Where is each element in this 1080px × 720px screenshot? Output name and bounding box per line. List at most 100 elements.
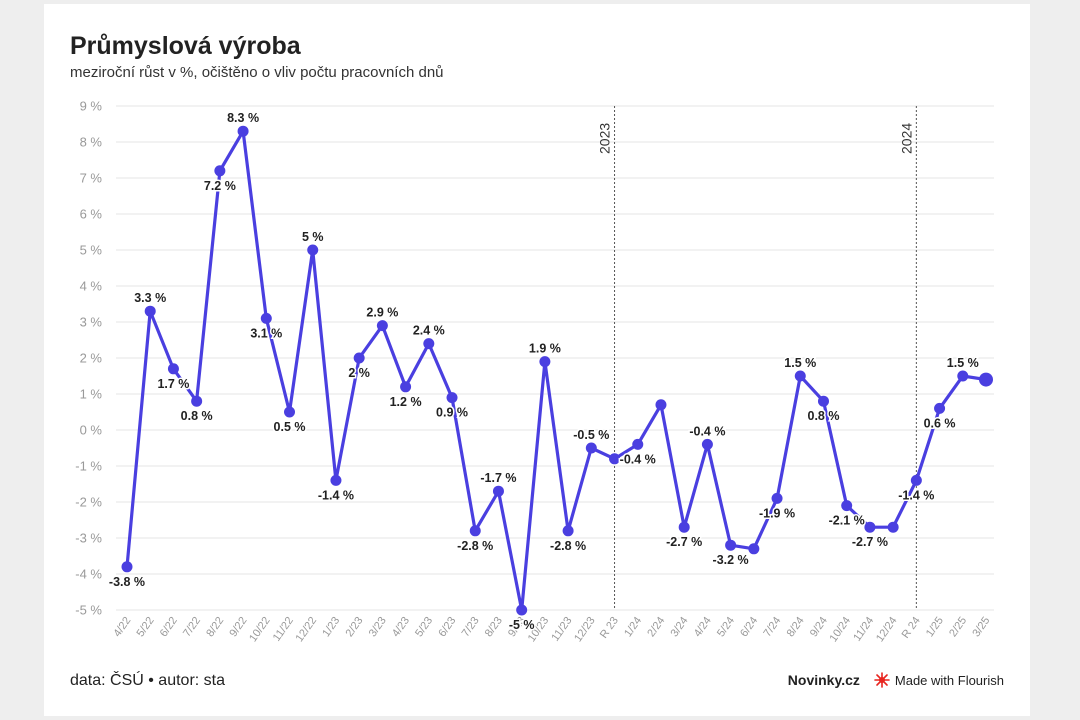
data-point[interactable] <box>144 305 156 317</box>
data-point[interactable] <box>191 395 203 407</box>
x-tick-label: 4/24 <box>692 615 714 639</box>
x-tick-label: 12/22 <box>294 615 320 644</box>
data-point[interactable] <box>817 395 829 407</box>
x-tick-label: 8/24 <box>785 615 807 639</box>
y-tick-label: -4 % <box>75 567 102 582</box>
x-tick-label: R 24 <box>900 615 923 641</box>
x-tick-label: 3/25 <box>970 615 992 639</box>
data-label: 1.2 % <box>390 395 422 409</box>
data-point[interactable] <box>678 521 690 533</box>
y-tick-label: 3 % <box>80 315 103 330</box>
x-tick-label: 7/24 <box>761 615 783 639</box>
data-point[interactable] <box>609 453 621 465</box>
x-tick-label: 12/24 <box>874 615 900 644</box>
data-point[interactable] <box>887 521 899 533</box>
data-label: -5 % <box>509 618 535 632</box>
data-point[interactable] <box>957 370 969 382</box>
data-label: -2.7 % <box>666 535 702 549</box>
data-label: -2.8 % <box>550 539 586 553</box>
y-tick-label: -1 % <box>75 459 102 474</box>
footer-branding: Novinky.cz Made with Flourish <box>788 672 1004 688</box>
data-label: 0.8 % <box>808 409 840 423</box>
data-point[interactable] <box>585 442 597 454</box>
data-labels: -3.8 % 3.3 % 1.7 % 0.8 % 7.2 % 8.3 % 3.1 % 0.5 … <box>107 110 980 634</box>
data-point[interactable] <box>701 438 713 450</box>
data-point[interactable] <box>423 338 435 350</box>
y-tick-label: 1 % <box>80 387 103 402</box>
y-tick-label: 4 % <box>80 279 103 294</box>
x-tick-label: 2/23 <box>344 615 366 639</box>
y-tick-label: 6 % <box>80 207 103 222</box>
data-point[interactable] <box>284 406 296 418</box>
y-tick-label: 0 % <box>80 423 103 438</box>
y-tick-label: -2 % <box>75 495 102 510</box>
data-label: 0.9 % <box>436 406 468 420</box>
x-tick-label: 1/24 <box>622 615 644 639</box>
data-label: 2.4 % <box>413 324 445 338</box>
data-point[interactable] <box>121 561 133 573</box>
data-point[interactable] <box>167 363 179 375</box>
x-tick-label: 2/25 <box>947 615 969 639</box>
data-point[interactable] <box>446 392 458 404</box>
y-tick-label: 2 % <box>80 351 103 366</box>
data-point[interactable] <box>353 352 365 364</box>
data-point[interactable] <box>934 402 946 414</box>
data-label: 0.6 % <box>924 416 956 430</box>
y-tick-label: 5 % <box>80 243 103 258</box>
data-point[interactable] <box>307 244 319 256</box>
x-tick-label: 10/24 <box>828 615 854 644</box>
data-point[interactable] <box>214 165 226 177</box>
brand-logo[interactable]: Novinky.cz <box>787 672 860 688</box>
x-tick-label: 6/24 <box>738 615 760 639</box>
data-point[interactable] <box>492 485 504 497</box>
data-point[interactable] <box>469 525 481 537</box>
data-point[interactable] <box>655 399 667 411</box>
data-point[interactable] <box>725 539 737 551</box>
flourish-credit[interactable]: Made with Flourish <box>874 672 1004 688</box>
y-tick-label: 8 % <box>80 135 103 150</box>
x-tick-label: 4/22 <box>111 615 133 639</box>
x-tick-label: 8/22 <box>204 615 226 639</box>
data-point[interactable] <box>841 500 853 512</box>
data-point[interactable] <box>794 370 806 382</box>
data-point[interactable] <box>748 543 760 555</box>
data-point[interactable] <box>237 125 249 137</box>
data-label: 1.7 % <box>157 377 189 391</box>
data-point[interactable] <box>539 356 551 368</box>
y-tick-label: 9 % <box>80 99 103 114</box>
data-point[interactable] <box>260 312 272 324</box>
data-label: 1.9 % <box>529 342 561 356</box>
x-tick-label: 9/22 <box>227 615 249 639</box>
series-line <box>125 129 987 612</box>
x-tick-label: 8/23 <box>483 615 505 639</box>
flourish-icon <box>874 672 890 688</box>
data-point[interactable] <box>771 492 783 504</box>
data-label: -0.5 % <box>573 428 609 442</box>
data-point[interactable] <box>516 604 528 616</box>
data-point[interactable] <box>376 320 388 332</box>
data-point[interactable] <box>330 474 342 486</box>
data-label: 1.5 % <box>947 356 979 370</box>
x-tick-label: 11/22 <box>271 615 296 644</box>
data-point[interactable] <box>979 372 993 387</box>
source-note: data: ČSÚ • autor: sta <box>70 672 226 689</box>
data-point[interactable] <box>632 438 644 450</box>
flourish-label: Made with Flourish <box>894 672 1004 688</box>
data-label: 1.5 % <box>784 356 816 370</box>
data-point[interactable] <box>864 521 876 533</box>
x-tick-label: 7/22 <box>181 615 203 639</box>
data-point[interactable] <box>562 525 574 537</box>
data-points <box>121 125 993 616</box>
x-tick-label: 11/23 <box>549 615 574 644</box>
x-tick-label: 9/24 <box>808 615 830 639</box>
data-point[interactable] <box>910 474 922 486</box>
x-tick-label: 5/22 <box>135 615 157 639</box>
data-point[interactable] <box>400 381 412 393</box>
line-chart: 9 % 8 % 7 % 6 % 5 % 4 % 3 % 2 % 1 % 0 % -1 % -2 % -3… <box>75 99 994 644</box>
data-label: -0.4 % <box>620 452 656 466</box>
x-tick-label: 6/22 <box>158 615 180 639</box>
data-label: -2.1 % <box>829 514 865 528</box>
data-label: 8.3 % <box>227 111 259 125</box>
x-tick-label: 10/22 <box>247 615 273 644</box>
data-label: -2.8 % <box>457 539 493 553</box>
